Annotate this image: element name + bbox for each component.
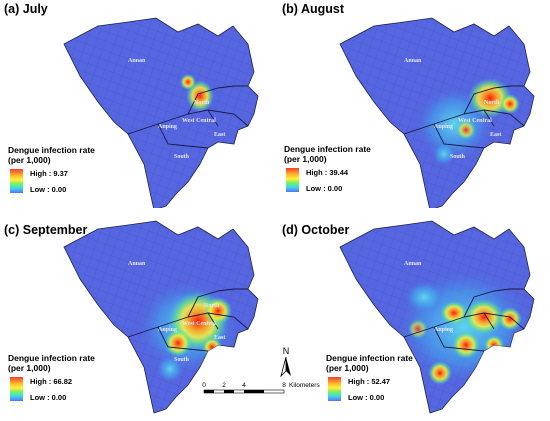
panel-july: Annan North Anping West Central East Sou…	[0, 0, 272, 208]
north-arrow-icon: N	[280, 346, 291, 378]
panel-august: Annan North Anping West Central East Sou…	[278, 0, 550, 208]
panel-title: (c) September	[4, 223, 88, 237]
label-north: North	[204, 303, 220, 309]
legend-high: High : 52.47	[348, 377, 391, 386]
label-annan: Annan	[128, 261, 146, 267]
label-north: North	[484, 100, 500, 106]
panel-title: (d) October	[282, 223, 350, 237]
legend-high: High : 39.44	[306, 168, 349, 177]
scale-tick-8: 8	[282, 382, 286, 389]
legend-low: Low : 0.00	[30, 393, 67, 402]
legend-subtitle: (per 1,000)	[8, 363, 51, 373]
legend: Dengue infection rate (per 1,000) High :…	[8, 353, 95, 403]
legend-title: Dengue infection rate	[8, 145, 95, 155]
legend-low: Low : 0.00	[306, 184, 343, 193]
map-october: Annan Anping	[339, 220, 535, 414]
label-annan: Annan	[128, 58, 146, 64]
panel-september: Annan North Anping West Central East Sou…	[0, 213, 272, 421]
label-south: South	[174, 357, 190, 363]
legend: Dengue infection rate (per 1,000) High :…	[326, 353, 413, 403]
label-east: East	[214, 335, 225, 341]
label-west-central: West Central	[182, 118, 216, 124]
map-july: Annan North Anping West Central East Sou…	[63, 17, 259, 208]
label-annan: Annan	[404, 261, 422, 267]
legend-subtitle: (per 1,000)	[8, 155, 51, 165]
label-east: East	[490, 132, 501, 138]
scale-bar: 0 2 4 8 Kilometers	[202, 382, 320, 394]
label-anping: Anping	[434, 124, 453, 130]
map-september: Annan North Anping West Central East Sou…	[63, 220, 259, 414]
legend-low: Low : 0.00	[348, 393, 385, 402]
map-august: Annan North Anping West Central East Sou…	[339, 17, 535, 208]
label-west-central: West Central	[182, 321, 216, 327]
panel-october: Annan Anping (d) October Dengue infectio…	[278, 213, 550, 421]
panel-title: (a) July	[4, 2, 48, 16]
panel-title: (b) August	[282, 2, 345, 16]
legend-title: Dengue infection rate	[8, 353, 95, 363]
label-annan: Annan	[404, 58, 422, 64]
legend-subtitle: (per 1,000)	[326, 363, 369, 373]
legend: Dengue infection rate (per 1,000) High :…	[284, 144, 371, 194]
legend-color-ramp	[10, 377, 23, 401]
label-south: South	[450, 154, 466, 160]
scale-unit: Kilometers	[289, 382, 320, 389]
label-south: South	[174, 154, 190, 160]
legend-subtitle: (per 1,000)	[284, 154, 327, 164]
label-north: North	[194, 100, 210, 106]
label-anping: Anping	[434, 327, 453, 333]
scale-tick-2: 2	[222, 382, 226, 389]
north-letter: N	[283, 346, 290, 356]
label-west-central: West Central	[458, 118, 492, 124]
legend-high: High : 66.82	[30, 377, 73, 386]
legend-title: Dengue infection rate	[326, 353, 413, 363]
label-anping: Anping	[158, 327, 177, 333]
legend: Dengue infection rate (per 1,000) High :…	[8, 145, 95, 195]
label-east: East	[214, 132, 225, 138]
legend-high: High : 9.37	[30, 169, 68, 178]
scale-tick-0: 0	[202, 382, 206, 389]
scale-tick-4: 4	[242, 382, 246, 389]
legend-low: Low : 0.00	[30, 185, 67, 194]
legend-color-ramp	[328, 377, 341, 401]
legend-title: Dengue infection rate	[284, 144, 371, 154]
legend-color-ramp	[286, 168, 299, 192]
label-anping: Anping	[158, 124, 177, 130]
legend-color-ramp	[10, 169, 23, 193]
